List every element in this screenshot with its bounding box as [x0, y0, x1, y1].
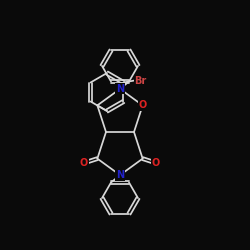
Text: O: O: [80, 158, 88, 168]
Text: Br: Br: [134, 76, 146, 86]
Text: O: O: [138, 100, 147, 110]
Text: O: O: [152, 158, 160, 168]
Text: N: N: [116, 170, 124, 180]
Text: N: N: [116, 84, 124, 94]
Text: Br: Br: [134, 76, 146, 86]
